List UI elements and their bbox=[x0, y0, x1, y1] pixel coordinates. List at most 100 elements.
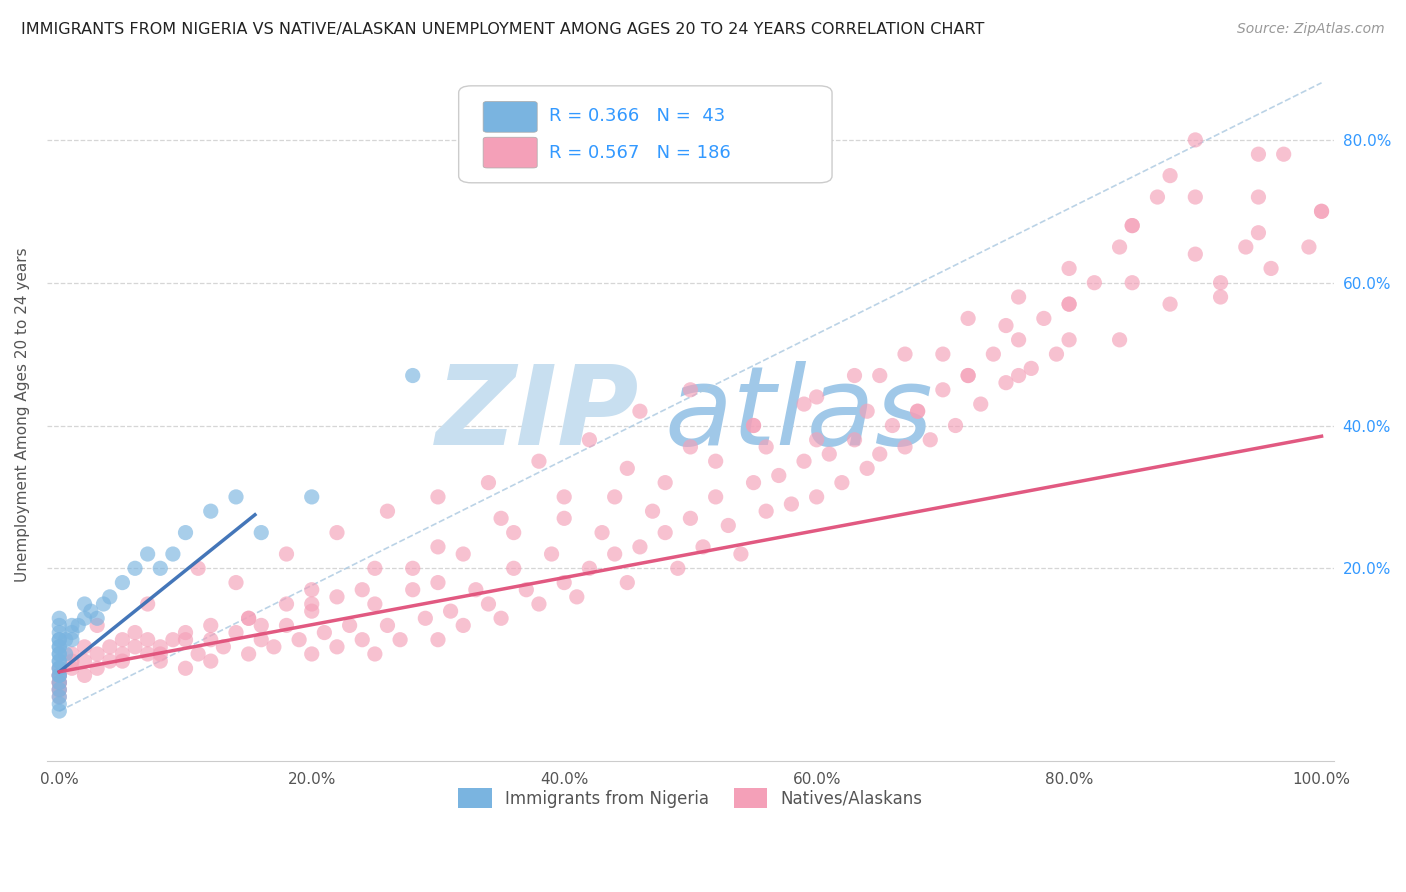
FancyBboxPatch shape bbox=[484, 137, 537, 168]
Point bbox=[1184, 133, 1206, 147]
Point bbox=[489, 511, 512, 525]
Point bbox=[136, 647, 159, 661]
Point bbox=[1007, 290, 1029, 304]
Point bbox=[149, 561, 172, 575]
Point bbox=[326, 640, 349, 654]
Point bbox=[55, 647, 77, 661]
Point bbox=[578, 561, 600, 575]
Point bbox=[844, 433, 866, 447]
Point bbox=[1057, 297, 1080, 311]
Legend: Immigrants from Nigeria, Natives/Alaskans: Immigrants from Nigeria, Natives/Alaskan… bbox=[451, 781, 929, 815]
Point bbox=[957, 368, 980, 383]
Point bbox=[730, 547, 752, 561]
Point bbox=[48, 640, 70, 654]
Point bbox=[326, 590, 349, 604]
Point bbox=[1209, 290, 1232, 304]
Point bbox=[540, 547, 562, 561]
Point bbox=[489, 611, 512, 625]
Point bbox=[894, 347, 917, 361]
Point bbox=[111, 575, 134, 590]
Point bbox=[93, 597, 115, 611]
Point bbox=[426, 632, 449, 647]
Point bbox=[276, 597, 298, 611]
Point bbox=[1234, 240, 1257, 254]
Point bbox=[276, 547, 298, 561]
Point bbox=[742, 418, 765, 433]
Point bbox=[162, 547, 184, 561]
Point bbox=[86, 661, 108, 675]
Point bbox=[136, 632, 159, 647]
Point bbox=[464, 582, 486, 597]
Point bbox=[174, 525, 197, 540]
Point bbox=[502, 525, 524, 540]
Point bbox=[1057, 333, 1080, 347]
Point bbox=[553, 490, 575, 504]
Point bbox=[174, 632, 197, 647]
Point bbox=[654, 525, 676, 540]
Point bbox=[111, 632, 134, 647]
Point bbox=[263, 640, 285, 654]
Point bbox=[628, 404, 651, 418]
Point bbox=[60, 647, 83, 661]
Point bbox=[48, 647, 70, 661]
Point bbox=[679, 440, 702, 454]
Text: R = 0.366   N =  43: R = 0.366 N = 43 bbox=[548, 107, 725, 125]
Point bbox=[48, 618, 70, 632]
Point bbox=[48, 675, 70, 690]
Point bbox=[932, 347, 955, 361]
Point bbox=[565, 590, 588, 604]
Text: R = 0.567   N = 186: R = 0.567 N = 186 bbox=[548, 144, 731, 161]
Point bbox=[553, 511, 575, 525]
Point bbox=[98, 640, 121, 654]
Point bbox=[957, 311, 980, 326]
Point bbox=[742, 475, 765, 490]
Point bbox=[48, 640, 70, 654]
Point bbox=[200, 654, 222, 668]
Point bbox=[1260, 261, 1282, 276]
Point bbox=[48, 654, 70, 668]
Point bbox=[591, 525, 613, 540]
Point bbox=[1007, 368, 1029, 383]
Point bbox=[48, 668, 70, 682]
Point bbox=[48, 661, 70, 675]
Point bbox=[603, 547, 626, 561]
Point bbox=[48, 668, 70, 682]
Point bbox=[1121, 276, 1143, 290]
Point bbox=[364, 647, 387, 661]
Point bbox=[111, 647, 134, 661]
Point bbox=[402, 368, 425, 383]
Point bbox=[515, 582, 537, 597]
Point bbox=[250, 525, 273, 540]
Point bbox=[60, 661, 83, 675]
Point bbox=[60, 632, 83, 647]
Point bbox=[389, 632, 412, 647]
Point bbox=[945, 418, 967, 433]
Point bbox=[136, 547, 159, 561]
Point bbox=[856, 404, 879, 418]
Point bbox=[60, 625, 83, 640]
Y-axis label: Unemployment Among Ages 20 to 24 years: Unemployment Among Ages 20 to 24 years bbox=[15, 247, 30, 582]
Point bbox=[415, 611, 437, 625]
Point bbox=[238, 611, 260, 625]
Point bbox=[48, 704, 70, 718]
Point bbox=[932, 383, 955, 397]
Point bbox=[477, 475, 499, 490]
Point bbox=[48, 625, 70, 640]
Point bbox=[200, 618, 222, 632]
Point bbox=[301, 647, 323, 661]
Point bbox=[679, 383, 702, 397]
Point bbox=[1159, 169, 1181, 183]
Point bbox=[402, 582, 425, 597]
Point bbox=[48, 675, 70, 690]
Point bbox=[200, 632, 222, 647]
Point bbox=[238, 647, 260, 661]
Point bbox=[768, 468, 790, 483]
Point bbox=[111, 654, 134, 668]
Point bbox=[1247, 226, 1270, 240]
Point bbox=[957, 368, 980, 383]
Point bbox=[1184, 247, 1206, 261]
Point bbox=[654, 475, 676, 490]
Point bbox=[301, 604, 323, 618]
Point bbox=[73, 668, 96, 682]
Point bbox=[970, 397, 993, 411]
